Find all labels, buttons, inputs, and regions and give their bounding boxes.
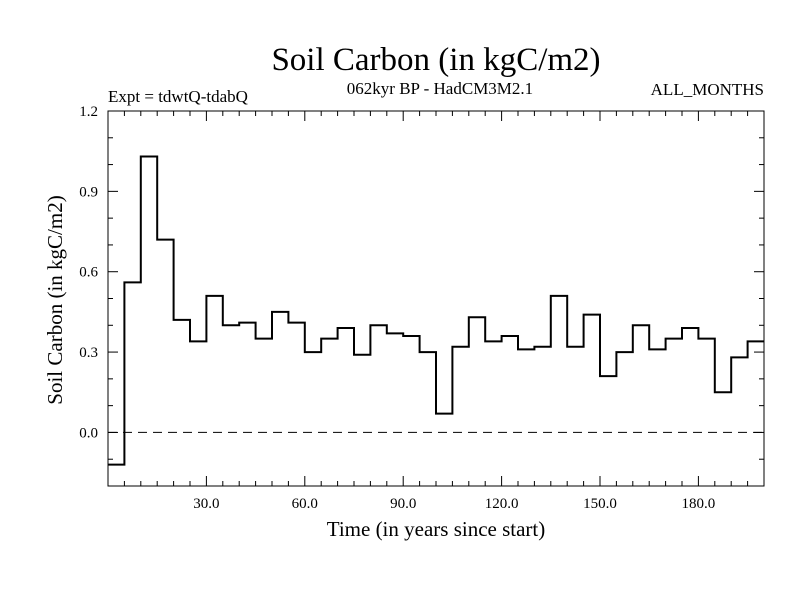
series-group — [108, 155, 764, 466]
subtitle-months: ALL_MONTHS — [651, 80, 764, 99]
y-tick-label: 1.2 — [79, 104, 98, 120]
x-tick-label: 180.0 — [682, 496, 716, 512]
x-axis-label: Time (in years since start) — [327, 517, 546, 541]
tick-labels: 30.0 60.0 90.0 120.0 150.0 180.0 0.0 0.3 0.6 0.9 1… — [79, 104, 715, 512]
y-tick-label: 0.6 — [79, 265, 98, 281]
y-axis-label: Soil Carbon (in kgC/m2) — [43, 195, 67, 404]
subtitle-experiment: Expt = tdwtQ-tdabQ — [108, 87, 248, 106]
x-tick-label: 120.0 — [485, 496, 519, 512]
chart-title: Soil Carbon (in kgC/m2) — [271, 42, 600, 78]
y-tick-label: 0.9 — [79, 184, 98, 200]
y-tick-label: 0.0 — [79, 425, 98, 441]
y-tick-label: 0.3 — [79, 345, 98, 361]
axis-ticks — [108, 111, 764, 486]
plot-frame — [107, 110, 765, 487]
x-tick-label: 90.0 — [390, 496, 416, 512]
x-tick-label: 60.0 — [292, 496, 318, 512]
x-tick-label: 30.0 — [193, 496, 219, 512]
subtitle-period: 062kyr BP - HadCM3M2.1 — [347, 79, 533, 98]
series-line-soil-carbon — [108, 155, 764, 466]
x-tick-label: 150.0 — [583, 496, 617, 512]
